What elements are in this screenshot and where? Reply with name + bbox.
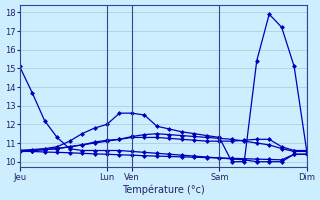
X-axis label: Température (°c): Température (°c) [122,185,204,195]
